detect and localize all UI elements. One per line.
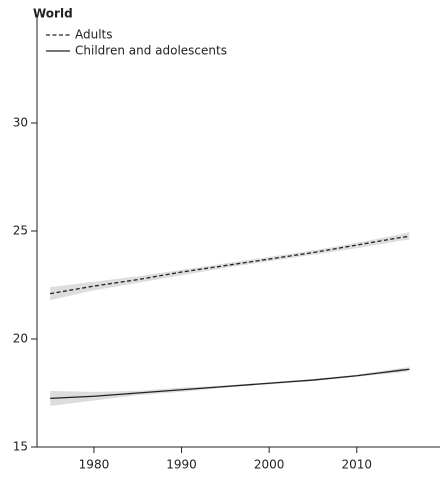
y-tick-label: 30 [13,116,28,130]
chart-title: World [33,7,73,21]
series-line [50,368,410,400]
y-tick-label: 25 [13,224,28,238]
x-tick-label: 2000 [254,458,285,472]
x-tick-label: 1980 [79,458,110,472]
confidence-band [50,232,410,301]
y-tick-label: 15 [13,440,28,454]
series-line [50,235,410,295]
y-tick-label: 20 [13,332,28,346]
x-tick-label: 1990 [166,458,197,472]
x-tick-label: 2010 [341,458,372,472]
legend-label: Adults [75,28,113,42]
legend-label: Children and adolescents [75,44,227,58]
